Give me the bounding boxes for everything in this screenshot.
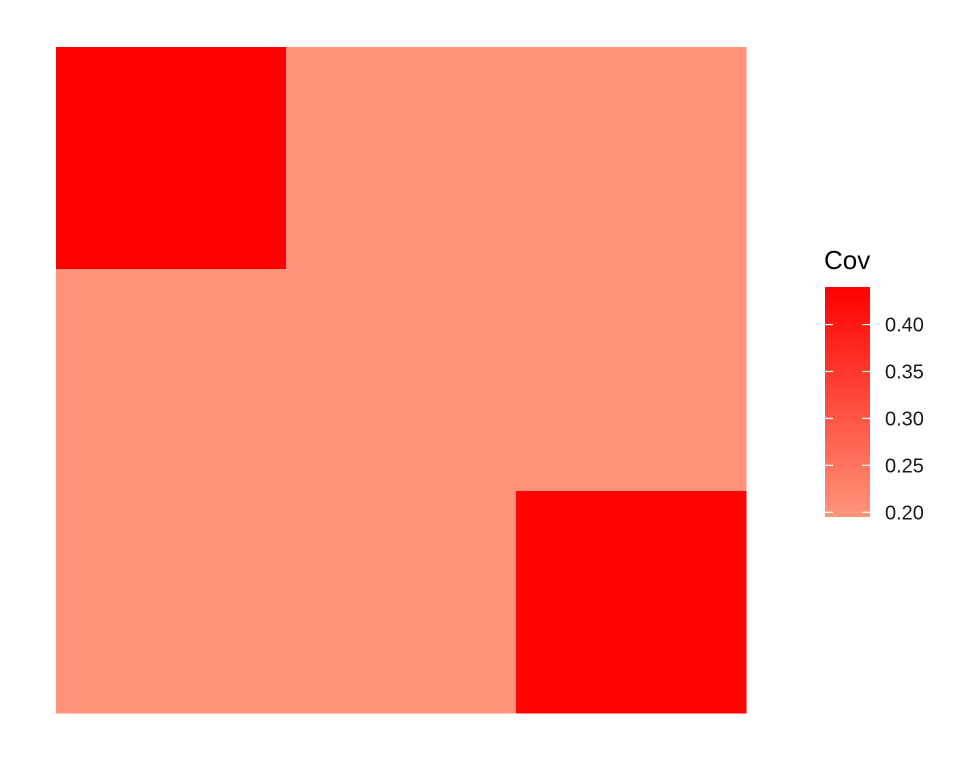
heatmap-cell-r3-c2 bbox=[286, 491, 517, 714]
legend-ticks: 0.20 0.25 0.30 0.35 0.40 bbox=[825, 315, 924, 524]
heatmap-cell-r1-c3 bbox=[516, 47, 747, 270]
legend-tick-label: 0.25 bbox=[885, 455, 924, 477]
heatmap-cell-r2-c2 bbox=[286, 269, 517, 492]
color-legend: Cov 0.20 0.25 0.30 0.35 0.40 bbox=[824, 245, 924, 524]
legend-tick-label: 0.20 bbox=[885, 502, 924, 524]
heatmap-cells bbox=[56, 47, 747, 714]
heatmap-cell-r3-c1 bbox=[56, 491, 287, 714]
heatmap-cell-r1-c1 bbox=[56, 47, 287, 270]
heatmap-cell-r3-c3 bbox=[516, 491, 747, 714]
legend-tick-label: 0.40 bbox=[885, 315, 924, 337]
heatmap-cell-r2-c1 bbox=[56, 269, 287, 492]
heatmap-cell-r1-c2 bbox=[286, 47, 517, 270]
legend-tick-label: 0.30 bbox=[885, 408, 924, 430]
heatmap-cell-r2-c3 bbox=[516, 269, 747, 492]
legend-tick-label: 0.35 bbox=[885, 361, 924, 383]
legend-colorbar bbox=[825, 287, 870, 517]
legend-title: Cov bbox=[824, 245, 870, 275]
